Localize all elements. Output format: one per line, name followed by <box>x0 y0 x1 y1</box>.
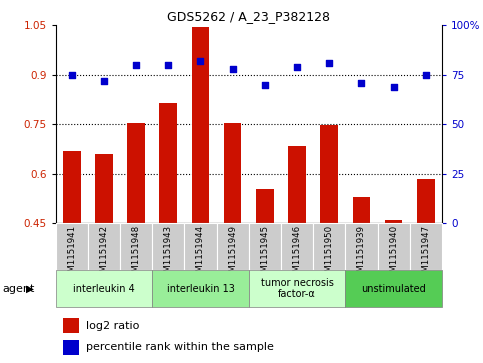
Point <box>422 72 430 78</box>
Bar <box>152 223 185 270</box>
Text: GSM1151945: GSM1151945 <box>260 225 270 283</box>
Bar <box>385 220 402 363</box>
Text: agent: agent <box>2 284 35 294</box>
Bar <box>345 270 442 307</box>
Point <box>326 60 333 66</box>
Text: ▶: ▶ <box>26 284 34 294</box>
Text: interleukin 13: interleukin 13 <box>167 284 234 294</box>
Text: GSM1151947: GSM1151947 <box>421 225 430 283</box>
Bar <box>63 339 79 355</box>
Bar <box>224 123 242 363</box>
Text: GSM1151944: GSM1151944 <box>196 225 205 283</box>
Bar <box>127 123 145 363</box>
Bar <box>216 223 249 270</box>
Bar <box>353 197 370 363</box>
Text: tumor necrosis
factor-α: tumor necrosis factor-α <box>261 278 333 299</box>
Bar <box>56 223 88 270</box>
Text: GSM1151939: GSM1151939 <box>357 225 366 283</box>
Text: GSM1151940: GSM1151940 <box>389 225 398 283</box>
Point <box>390 84 398 90</box>
Bar <box>410 223 442 270</box>
Bar <box>63 318 79 333</box>
Bar <box>417 179 435 363</box>
Text: GSM1151946: GSM1151946 <box>293 225 301 283</box>
Bar <box>313 223 345 270</box>
Point <box>293 64 301 70</box>
Text: interleukin 4: interleukin 4 <box>73 284 135 294</box>
Bar <box>281 223 313 270</box>
Title: GDS5262 / A_23_P382128: GDS5262 / A_23_P382128 <box>167 10 330 23</box>
Point <box>68 72 75 78</box>
Text: GSM1151949: GSM1151949 <box>228 225 237 283</box>
Point <box>197 58 204 64</box>
Text: GSM1151948: GSM1151948 <box>131 225 141 283</box>
Text: log2 ratio: log2 ratio <box>86 321 140 331</box>
Point <box>261 82 269 87</box>
Text: percentile rank within the sample: percentile rank within the sample <box>86 342 274 352</box>
Bar <box>249 270 345 307</box>
Bar <box>56 270 152 307</box>
Text: GSM1151942: GSM1151942 <box>99 225 108 283</box>
Point <box>132 62 140 68</box>
Point <box>229 66 237 72</box>
Text: unstimulated: unstimulated <box>361 284 426 294</box>
Point <box>164 62 172 68</box>
Point <box>100 78 108 84</box>
Point <box>357 80 365 86</box>
Text: GSM1151950: GSM1151950 <box>325 225 334 283</box>
Bar <box>378 223 410 270</box>
Bar <box>249 223 281 270</box>
Bar <box>256 189 274 363</box>
Bar <box>288 146 306 363</box>
Bar <box>63 151 81 363</box>
Bar <box>95 154 113 363</box>
Bar <box>192 27 209 363</box>
Bar <box>185 223 216 270</box>
Text: GSM1151943: GSM1151943 <box>164 225 173 283</box>
Bar <box>120 223 152 270</box>
Bar <box>152 270 249 307</box>
Bar <box>345 223 378 270</box>
Text: GSM1151941: GSM1151941 <box>67 225 76 283</box>
Bar <box>159 103 177 363</box>
Bar <box>88 223 120 270</box>
Bar <box>320 125 338 363</box>
